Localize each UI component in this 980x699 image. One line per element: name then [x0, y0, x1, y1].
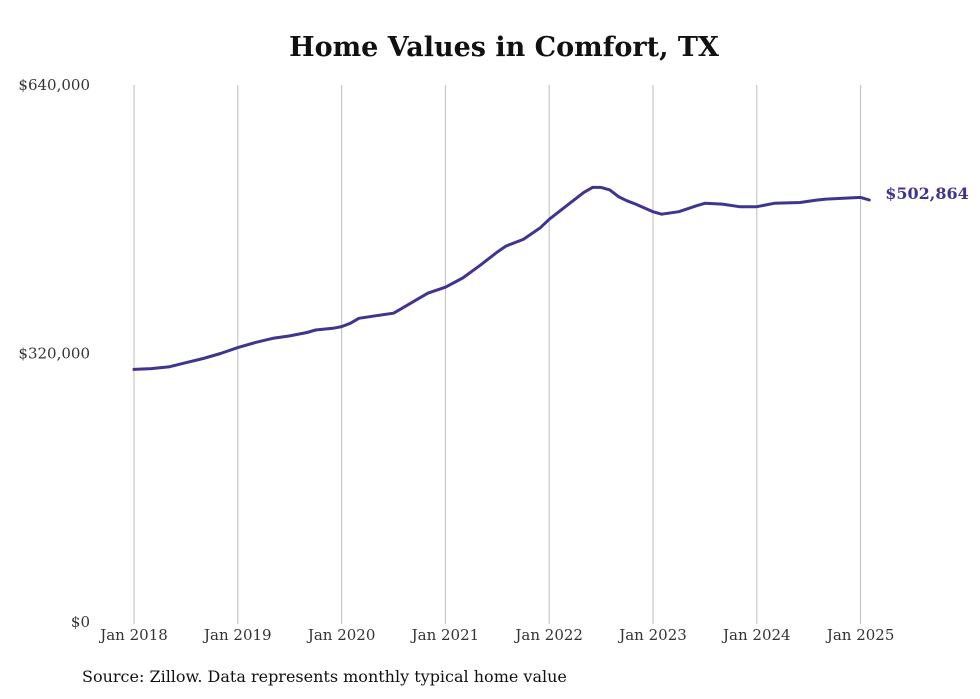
gridlines	[133, 85, 862, 624]
x-tick-label: Jan 2018	[98, 626, 168, 644]
x-tick-label: Jan 2020	[306, 626, 376, 644]
y-axis-ticks: $0 $320,000 $640,000	[18, 76, 90, 631]
line-chart: $0$320,000$640,000 Jan 2018 Jan 2019 Jan 2…	[18, 76, 969, 644]
source-note: Source: Zillow. Data represents monthly …	[82, 667, 567, 686]
chart-title: Home Values in Comfort, TX	[289, 32, 719, 63]
end-value-label: $502,864	[885, 184, 969, 203]
x-tick-label: Jan 2023	[617, 626, 687, 644]
series-line	[132, 185, 871, 371]
y-tick-label: $640,000	[18, 76, 90, 94]
x-tick-label: Jan 2024	[721, 626, 791, 644]
y-tick-label: $0	[71, 613, 90, 631]
x-axis-ticks: Jan 2018 Jan 2019 Jan 2020 Jan 2021 Jan 2022…	[98, 626, 894, 644]
y-tick-label: $320,000	[18, 345, 90, 363]
x-tick-label: Jan 2025	[825, 626, 895, 644]
x-tick-label: Jan 2022	[513, 626, 583, 644]
x-tick-label: Jan 2021	[410, 626, 480, 644]
x-tick-label: Jan 2019	[202, 626, 272, 644]
